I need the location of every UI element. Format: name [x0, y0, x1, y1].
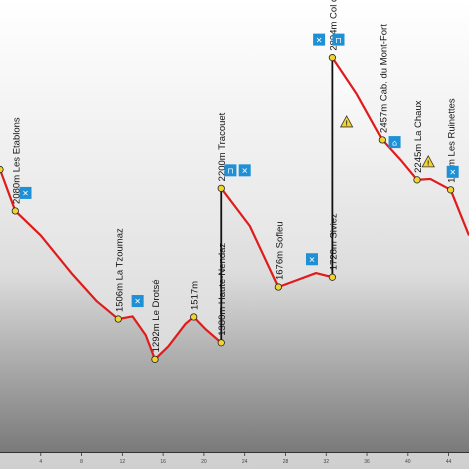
waypoint-label: 192m Les Ruinettes [447, 98, 458, 183]
warning-icon: ! [339, 115, 354, 127]
restaurant-icon: ✕ [305, 253, 318, 266]
svg-text:⌂: ⌂ [392, 138, 397, 147]
waypoint-marker [190, 313, 198, 321]
x-tick-label: 24 [242, 459, 248, 465]
restaurant-icon: ✕ [19, 186, 32, 199]
restaurant-icon: ✕ [238, 164, 251, 177]
elevation-area [0, 57, 469, 452]
x-tick-label: 8 [80, 459, 83, 465]
waypoint-label: 2245m La Chaux [413, 100, 424, 173]
x-tick-label: 20 [201, 459, 207, 465]
x-tick-label: 12 [120, 459, 126, 465]
waypoint-marker [217, 184, 225, 192]
x-tick-label: 40 [405, 459, 411, 465]
cable-car-icon: ⊓ [224, 164, 237, 177]
waypoint-label: 1728m Siviez [328, 213, 339, 270]
x-tick-label: 32 [323, 459, 329, 465]
svg-text:!: ! [427, 160, 429, 167]
svg-text:⊓: ⊓ [335, 36, 341, 45]
waypoint-label: 1676m Sofleu [274, 221, 285, 280]
svg-text:✕: ✕ [22, 189, 29, 198]
svg-text:✕: ✕ [449, 168, 456, 177]
svg-text:✕: ✕ [241, 167, 248, 176]
waypoint-label: 2894m Col des Gentianes [328, 0, 339, 51]
x-tick-label: 16 [160, 459, 166, 465]
x-tick-label: 4 [39, 459, 42, 465]
waypoint-label: 2457m Cab. du Mont-Fort [378, 24, 389, 133]
waypoint-marker [11, 207, 19, 215]
svg-text:!: ! [345, 120, 347, 127]
waypoint-label: 1292m Le Drotsé [151, 279, 162, 352]
hut-icon: ⌂ [388, 136, 401, 149]
waypoint-label: 1506m La Tzoumaz [114, 228, 125, 312]
waypoint-label: 2200m Tracouet [217, 112, 228, 181]
waypoint-marker [114, 315, 122, 323]
elevation-line-segment [220, 187, 333, 289]
waypoint-marker [274, 283, 282, 291]
cable-car-icon: ⊓ [332, 33, 345, 46]
x-tick-label: 28 [283, 459, 289, 465]
svg-text:✕: ✕ [134, 297, 141, 306]
waypoint-marker [0, 165, 4, 174]
elevation-line-segment [331, 57, 469, 236]
waypoint-marker [413, 176, 421, 184]
warning-icon: ! [421, 155, 435, 167]
waypoint-marker [217, 339, 225, 347]
svg-text:✕: ✕ [316, 36, 323, 45]
waypoint-label: 1380m Haute-Nendaz [217, 243, 228, 336]
waypoint-marker [328, 54, 336, 62]
svg-text:✕: ✕ [309, 255, 316, 264]
waypoint-marker [328, 273, 336, 281]
waypoint-marker [151, 355, 159, 363]
waypoint-marker [378, 136, 386, 144]
restaurant-icon: ✕ [131, 295, 144, 308]
x-tick-label: 36 [364, 459, 370, 465]
restaurant-icon: ✕ [313, 33, 326, 46]
waypoint-label: 2080m Les Etablons [11, 117, 22, 204]
waypoint-label: 1517m [190, 281, 201, 310]
x-tick-label: 44 [446, 459, 452, 465]
svg-text:⊓: ⊓ [227, 167, 233, 176]
restaurant-icon: ✕ [446, 165, 459, 178]
waypoint-marker [447, 186, 455, 194]
